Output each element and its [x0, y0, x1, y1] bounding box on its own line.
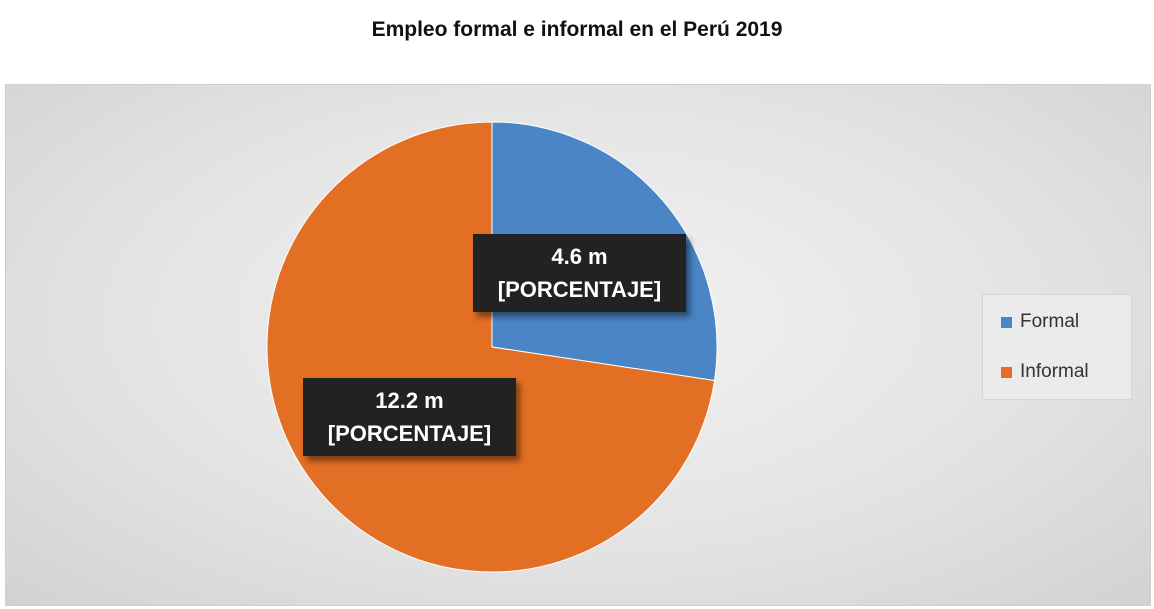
data-label-formal: 4.6 m [PORCENTAJE]	[473, 234, 686, 312]
legend-label-informal: Informal	[1020, 361, 1089, 382]
legend-swatch-formal	[1001, 316, 1012, 328]
data-label-informal-value: 12.2 m	[375, 388, 444, 413]
pie-slice-informal	[266, 121, 716, 573]
legend-item-formal: Formal	[1001, 311, 1079, 333]
data-label-informal: 12.2 m [PORCENTAJE]	[303, 378, 516, 456]
legend-label-formal: Formal	[1020, 311, 1080, 332]
legend: Formal Informal	[982, 294, 1132, 400]
legend-item-informal: Informal	[1001, 361, 1089, 383]
data-label-informal-text: [PORCENTAJE]	[327, 421, 492, 446]
legend-swatch-informal	[1001, 366, 1012, 378]
data-label-formal-text: [PORCENTAJE]	[497, 277, 662, 302]
data-label-formal-value: 4.6 m	[551, 244, 608, 269]
chart-title: Empleo formal e informal en el Perú 2019	[371, 18, 783, 41]
